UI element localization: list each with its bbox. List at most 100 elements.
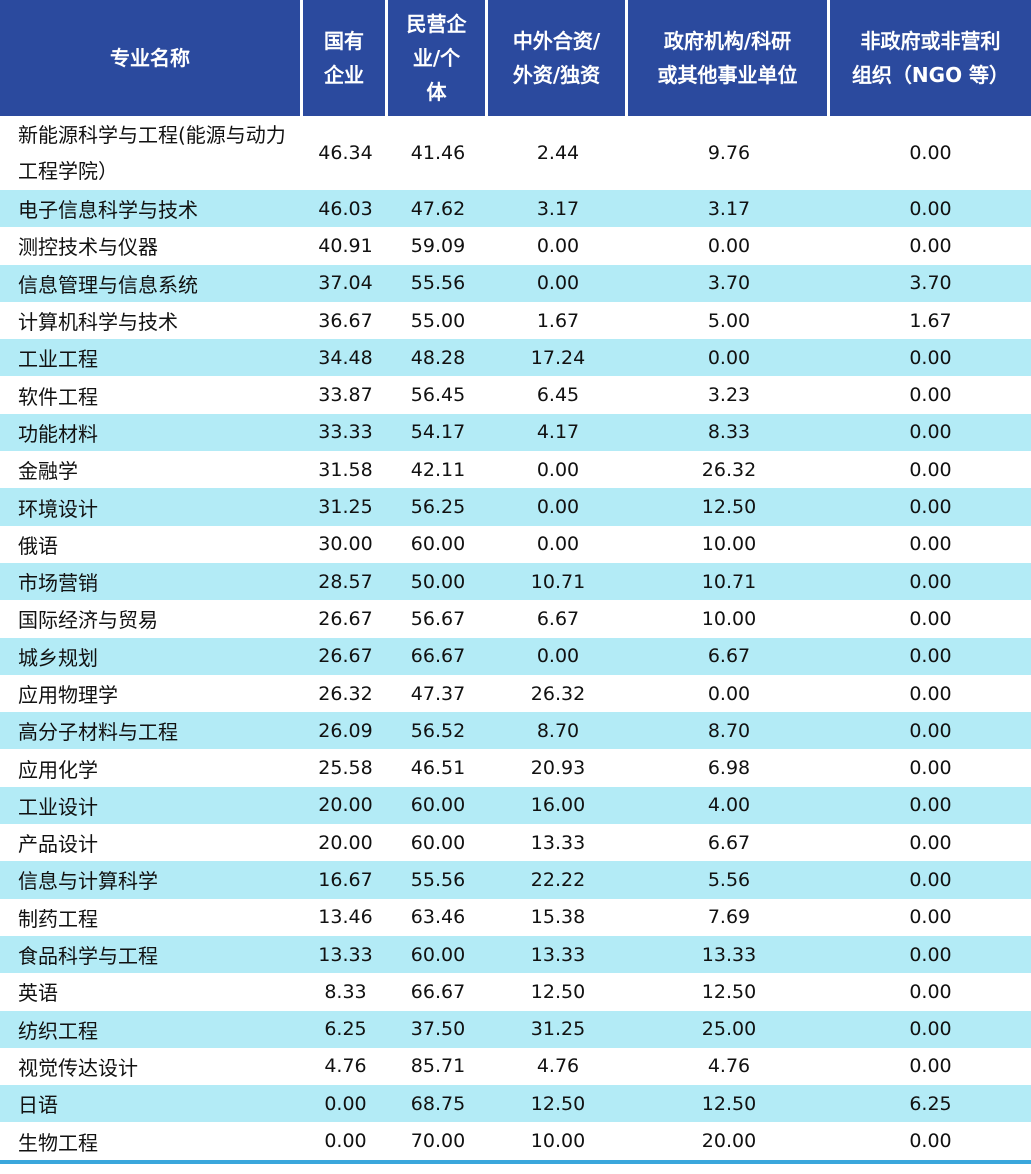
percent-cell: 6.67	[628, 637, 830, 675]
percent-cell: 56.52	[388, 712, 488, 750]
major-name-cell: 信息与计算科学	[0, 861, 303, 899]
table-row: 俄语 30.00 60.00 0.00 10.00 0.00	[0, 526, 1031, 563]
percent-cell: 25.00	[628, 1010, 830, 1048]
major-name-cell: 工业工程	[0, 339, 303, 377]
percent-cell: 70.00	[410, 1130, 466, 1153]
percent-cell: 8.33	[324, 980, 367, 1003]
major-name-cell: 工业设计	[0, 786, 303, 825]
percent-cell: 59.09	[410, 234, 466, 257]
percent-cell: 3.17	[628, 190, 830, 228]
percent-cell: 55.56	[388, 861, 488, 899]
table-row: 国际经济与贸易 26.67 56.67 6.67 10.00 0.00	[0, 600, 1031, 637]
percent-cell: 0.00	[909, 384, 952, 407]
table-row: 新能源科学与工程(能源与动力工程学院） 46.34 41.46 2.44 9.76 0.0…	[0, 116, 1031, 190]
column-header: 政府机构/科研 或其他事业单位	[628, 0, 830, 116]
table-row: 金融学 31.58 42.11 0.00 26.32 0.00	[0, 451, 1031, 488]
percent-cell: 0.00	[830, 861, 1031, 899]
percent-cell: 85.71	[410, 1055, 466, 1078]
percent-cell: 26.67	[303, 637, 388, 675]
percent-cell: 55.56	[388, 264, 488, 302]
percent-cell: 3.70	[830, 264, 1031, 302]
percent-cell: 31.58	[318, 458, 373, 481]
percent-cell: 0.00	[830, 935, 1031, 974]
table-row: 应用化学 25.58 46.51 20.93 6.98 0.00	[0, 749, 1031, 786]
percent-cell: 15.38	[530, 906, 586, 929]
percent-cell: 26.67	[318, 607, 373, 630]
major-name-cell: 应用物理学	[18, 683, 118, 707]
percent-cell: 9.76	[707, 142, 751, 164]
percent-cell: 0.00	[830, 413, 1031, 452]
percent-cell: 47.37	[410, 682, 466, 705]
percent-cell: 56.25	[388, 488, 488, 526]
percent-cell: 3.17	[488, 190, 628, 228]
table-row: 功能材料 33.33 54.17 4.17 8.33 0.00	[0, 413, 1031, 452]
percent-cell: 0.00	[536, 533, 580, 556]
major-name-cell: 视觉传达设计	[18, 1055, 138, 1080]
major-name-cell: 高分子材料与工程	[0, 712, 303, 750]
percent-cell: 0.00	[707, 234, 751, 257]
major-name-cell: 制药工程	[18, 906, 98, 931]
percent-cell: 0.00	[909, 906, 952, 929]
percent-cell: 16.00	[488, 786, 628, 825]
percent-cell: 66.67	[388, 637, 488, 675]
percent-cell: 50.00	[388, 562, 488, 601]
percent-cell: 12.50	[488, 1085, 628, 1123]
table-row: 信息管理与信息系统 37.04 55.56 0.00 3.70 3.70	[0, 264, 1031, 302]
percent-cell: 3.70	[628, 264, 830, 302]
table-row: 日语 0.00 68.75 12.50 12.50 6.25	[0, 1085, 1031, 1123]
percent-cell: 10.71	[628, 562, 830, 601]
percent-cell: 56.67	[410, 607, 466, 630]
percent-cell: 0.00	[536, 234, 580, 257]
table-row: 英语 8.33 66.67 12.50 12.50 0.00	[0, 973, 1031, 1010]
table-row: 电子信息科学与技术 46.03 47.62 3.17 3.17 0.00	[0, 190, 1031, 228]
percent-cell: 0.00	[303, 1085, 388, 1123]
percent-cell: 5.00	[707, 309, 751, 332]
percent-cell: 0.00	[909, 458, 952, 481]
percent-cell: 33.87	[318, 384, 373, 407]
major-name-cell: 功能材料	[0, 413, 303, 452]
percent-cell: 60.00	[410, 831, 466, 854]
percent-cell: 26.09	[303, 712, 388, 750]
percent-cell: 0.00	[707, 682, 751, 705]
percent-cell: 37.50	[388, 1010, 488, 1048]
percent-cell: 7.69	[707, 906, 751, 929]
percent-cell: 0.00	[488, 637, 628, 675]
major-name-cell: 计算机科学与技术	[18, 310, 178, 335]
table-row: 工业设计 20.00 60.00 16.00 4.00 0.00	[0, 786, 1031, 825]
percent-cell: 46.03	[303, 190, 388, 228]
percent-cell: 13.33	[488, 935, 628, 974]
percent-cell: 10.00	[530, 1130, 586, 1153]
percent-cell: 6.25	[303, 1010, 388, 1048]
percent-cell: 13.33	[303, 935, 388, 974]
percent-cell: 12.50	[628, 1085, 830, 1123]
percent-cell: 4.17	[488, 413, 628, 452]
percent-cell: 60.00	[388, 786, 488, 825]
percent-cell: 26.32	[701, 458, 757, 481]
percent-cell: 31.25	[303, 488, 388, 526]
percent-cell: 3.23	[707, 384, 751, 407]
percent-cell: 0.00	[830, 786, 1031, 825]
table-row: 信息与计算科学 16.67 55.56 22.22 5.56 0.00	[0, 861, 1031, 899]
major-name-cell: 金融学	[18, 459, 78, 484]
table-row: 计算机科学与技术 36.67 55.00 1.67 5.00 1.67	[0, 302, 1031, 339]
table-row: 产品设计 20.00 60.00 13.33 6.67 0.00	[0, 824, 1031, 861]
percent-cell: 0.00	[909, 980, 952, 1003]
percent-cell: 6.67	[536, 607, 580, 630]
percent-cell: 0.00	[909, 533, 952, 556]
percent-cell: 16.67	[303, 861, 388, 899]
percent-cell: 8.70	[488, 712, 628, 750]
percent-cell: 0.00	[909, 607, 952, 630]
percent-cell: 10.71	[488, 562, 628, 601]
percent-cell: 66.67	[410, 980, 466, 1003]
table-row: 高分子材料与工程 26.09 56.52 8.70 8.70 0.00	[0, 712, 1031, 750]
percent-cell: 2.44	[536, 142, 580, 164]
percent-cell: 0.00	[830, 1010, 1031, 1048]
major-name-cell: 日语	[0, 1085, 303, 1123]
percent-cell: 8.70	[628, 712, 830, 750]
percent-cell: 0.00	[830, 339, 1031, 377]
percent-cell: 41.46	[410, 142, 466, 164]
percent-cell: 26.32	[530, 682, 586, 705]
major-name-cell: 产品设计	[18, 832, 98, 857]
percent-cell: 0.00	[909, 831, 952, 854]
percent-cell: 55.00	[410, 309, 466, 332]
